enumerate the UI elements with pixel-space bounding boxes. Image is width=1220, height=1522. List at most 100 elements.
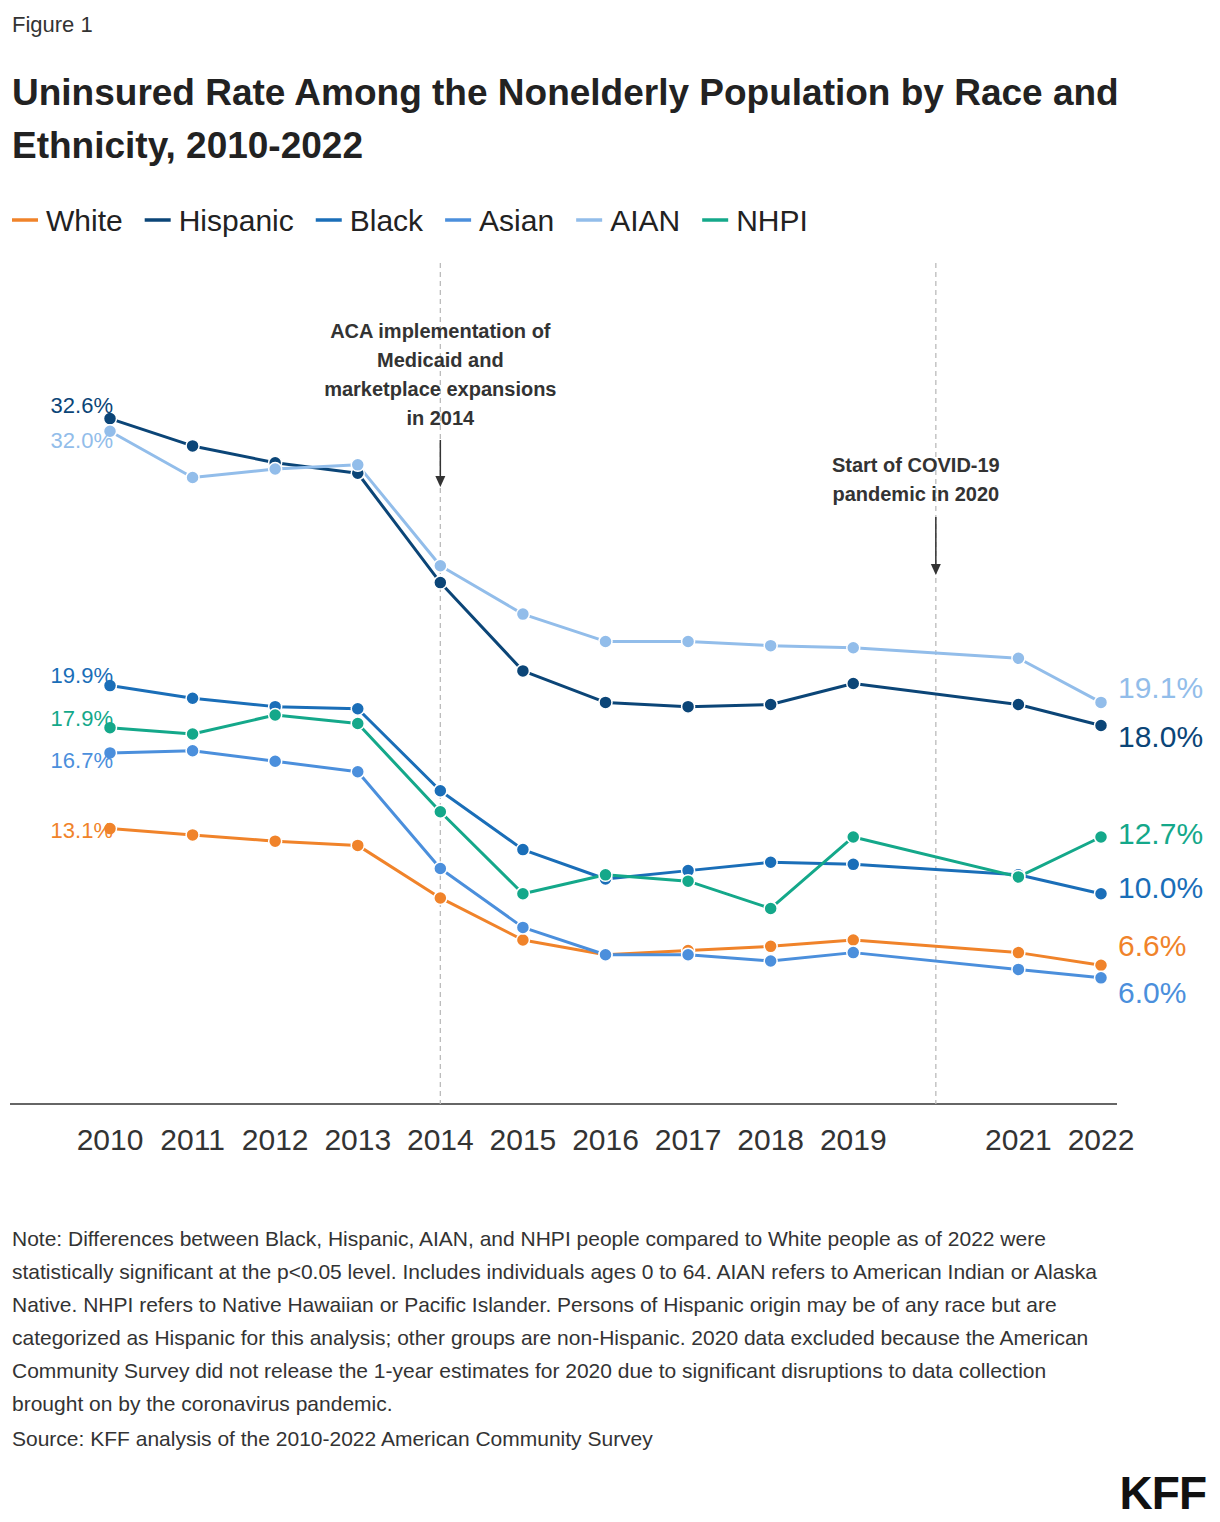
data-point <box>186 471 199 484</box>
value-label: 19.9% <box>51 663 113 688</box>
legend-item: Hispanic <box>145 204 294 237</box>
value-label: 32.0% <box>51 428 113 453</box>
data-point <box>351 458 364 471</box>
legend-label: NHPI <box>736 204 808 237</box>
legend-item: AIAN <box>576 204 680 237</box>
value-label: 13.1% <box>51 818 113 843</box>
data-point <box>1012 963 1025 976</box>
series-line <box>110 829 1101 966</box>
data-point <box>434 862 447 875</box>
data-point <box>269 835 282 848</box>
annotation-text: Start of COVID-19 <box>832 454 1000 476</box>
data-point <box>351 717 364 730</box>
x-axis-line <box>10 1103 1117 1105</box>
value-label: 10.0% <box>1118 871 1203 904</box>
data-point <box>516 608 529 621</box>
data-point <box>682 635 695 648</box>
data-point <box>599 948 612 961</box>
x-tick-label: 2010 <box>77 1123 144 1156</box>
data-point <box>351 702 364 715</box>
data-point <box>1095 959 1108 972</box>
data-point <box>764 955 777 968</box>
legend-label: AIAN <box>610 204 680 237</box>
data-point <box>186 692 199 705</box>
legend-item: Asian <box>445 204 554 237</box>
legend-swatch <box>702 218 728 222</box>
x-tick-label: 2012 <box>242 1123 309 1156</box>
data-point <box>1012 946 1025 959</box>
data-point <box>269 709 282 722</box>
annotation-text: in 2014 <box>406 407 475 429</box>
data-point <box>847 830 860 843</box>
annotation-arrow <box>440 440 442 479</box>
data-point <box>1095 887 1108 900</box>
data-point <box>434 784 447 797</box>
data-point <box>764 940 777 953</box>
series-line <box>110 686 1101 894</box>
legend-item: White <box>12 204 123 237</box>
legend-swatch <box>445 218 471 222</box>
data-point <box>847 641 860 654</box>
value-label: 19.1% <box>1118 671 1203 704</box>
data-point <box>516 921 529 934</box>
note: Note: Differences between Black, Hispani… <box>12 1222 1107 1420</box>
data-point <box>186 744 199 757</box>
annotation-arrow <box>935 517 937 567</box>
legend-label: White <box>46 204 123 237</box>
data-point <box>599 948 612 961</box>
value-label: 17.9% <box>51 706 113 731</box>
value-label: 12.7% <box>1118 817 1203 850</box>
plot-area <box>104 412 1108 984</box>
data-point <box>434 576 447 589</box>
legend-label: Hispanic <box>179 204 294 237</box>
data-point <box>516 887 529 900</box>
legend-item: Black <box>316 204 424 237</box>
annotation-text: pandemic in 2020 <box>832 483 999 505</box>
annotation-arrowhead <box>435 476 445 487</box>
legend-item: NHPI <box>702 204 808 237</box>
data-point <box>1095 971 1108 984</box>
value-label: 6.0% <box>1118 976 1186 1009</box>
data-point <box>847 858 860 871</box>
x-tick-label: 2014 <box>407 1123 474 1156</box>
series-line <box>110 751 1101 978</box>
annotation-text: marketplace expansions <box>324 378 556 400</box>
data-point <box>682 875 695 888</box>
series-line <box>110 431 1101 702</box>
data-point <box>434 891 447 904</box>
data-point <box>516 934 529 947</box>
data-point <box>847 934 860 947</box>
data-point <box>682 948 695 961</box>
data-point <box>682 700 695 713</box>
data-point <box>351 765 364 778</box>
annotation-line <box>935 263 936 1104</box>
data-point <box>764 902 777 915</box>
legend-label: Black <box>350 204 424 237</box>
series-line <box>110 715 1101 908</box>
legend-swatch <box>145 218 171 222</box>
x-tick-label: 2019 <box>820 1123 887 1156</box>
legend-swatch <box>316 218 342 222</box>
source: Source: KFF analysis of the 2010-2022 Am… <box>12 1422 1107 1455</box>
data-point <box>269 463 282 476</box>
x-tick-label: 2017 <box>655 1123 722 1156</box>
data-point <box>764 856 777 869</box>
data-point <box>1012 652 1025 665</box>
data-point <box>1012 870 1025 883</box>
data-point <box>599 868 612 881</box>
legend-swatch <box>576 218 602 222</box>
data-point <box>847 946 860 959</box>
x-tick-label: 2022 <box>1068 1123 1135 1156</box>
data-point <box>847 677 860 690</box>
x-tick-label: 2021 <box>985 1123 1052 1156</box>
data-point <box>1095 830 1108 843</box>
value-label: 32.6% <box>51 393 113 418</box>
data-point <box>434 805 447 818</box>
chart-title: Uninsured Rate Among the Nonelderly Popu… <box>12 66 1202 172</box>
x-tick-label: 2011 <box>160 1123 225 1156</box>
data-point <box>764 698 777 711</box>
value-label: 18.0% <box>1118 720 1203 753</box>
x-tick-label: 2018 <box>737 1123 804 1156</box>
data-point <box>186 727 199 740</box>
data-point <box>186 828 199 841</box>
